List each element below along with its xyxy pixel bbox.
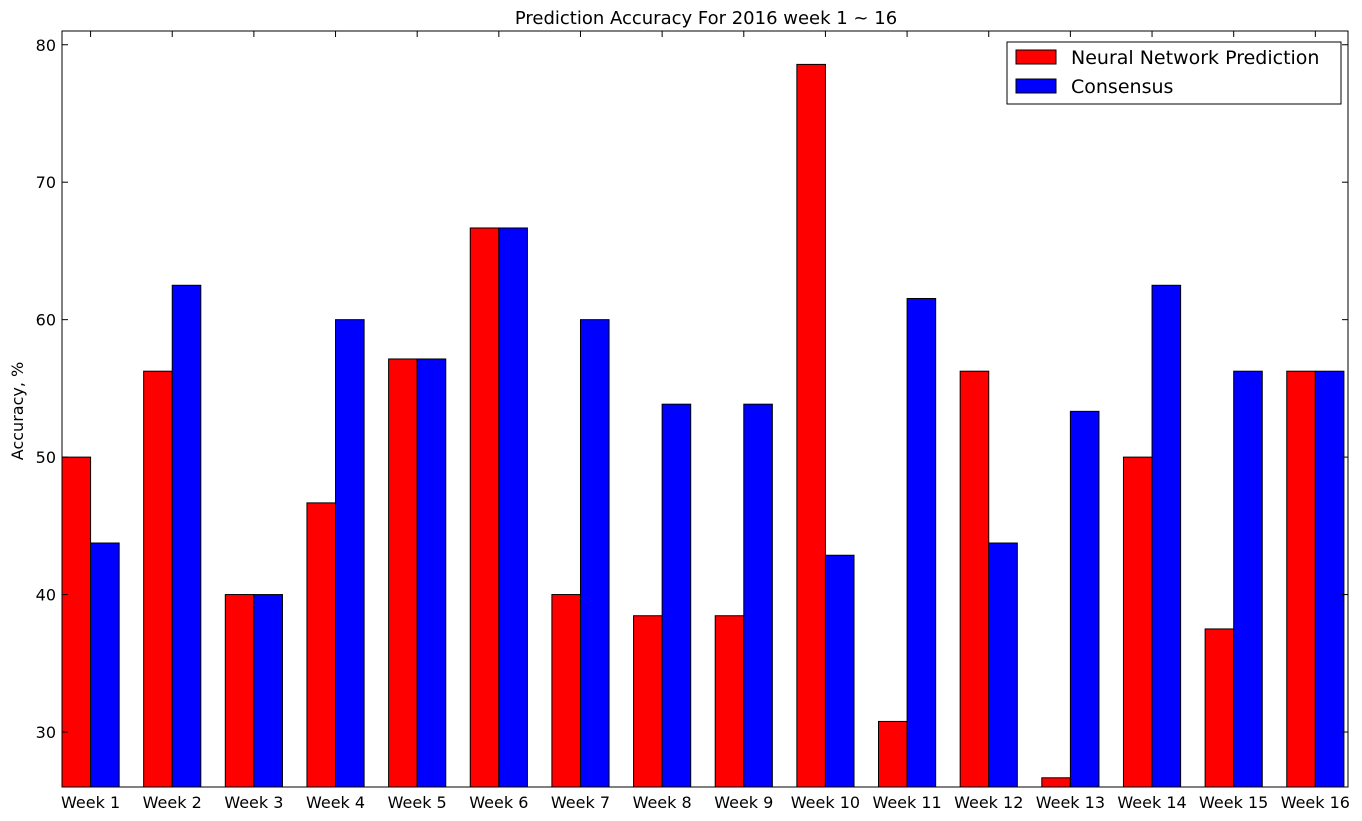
y-tick-label: 40 [36, 586, 56, 605]
bar-consensus-week-10 [824, 554, 855, 788]
x-tick-label: Week 16 [1281, 793, 1350, 812]
y-tick-label: 30 [36, 723, 56, 742]
bar-neural-network-week-3 [224, 594, 255, 788]
y-tick-label: 60 [36, 311, 56, 330]
bar-neural-network-week-5 [388, 358, 418, 788]
bar-consensus-week-1 [90, 542, 120, 788]
bar-neural-network-week-6 [469, 227, 500, 788]
bar-neural-network-week-11 [878, 720, 908, 788]
bar-consensus-week-15 [1233, 370, 1263, 788]
bar-consensus-week-3 [253, 594, 283, 788]
x-tick-label: Week 10 [791, 793, 860, 812]
legend: Neural Network Prediction Consensus [1006, 41, 1342, 105]
x-tick-label: Week 7 [551, 793, 610, 812]
y-axis-label: Accuracy, % [8, 362, 27, 460]
bar-neural-network-week-1 [61, 456, 92, 788]
bars-layer [61, 63, 1345, 788]
bar-neural-network-week-14 [1122, 456, 1153, 788]
bar-consensus-week-16 [1314, 370, 1345, 788]
ticks-layer: Week 1 Week 2 Week 3 Week 4 Week 5 Week 6 Week… [36, 31, 1350, 812]
bar-consensus-week-6 [498, 227, 528, 788]
bar-neural-network-week-8 [633, 615, 663, 788]
x-tick-label: Week 14 [1117, 793, 1186, 812]
bar-consensus-week-14 [1151, 284, 1182, 788]
bar-consensus-week-2 [171, 284, 202, 788]
bar-consensus-week-11 [906, 297, 937, 788]
bar-consensus-week-9 [743, 403, 773, 788]
x-tick-label: Week 15 [1199, 793, 1268, 812]
bar-consensus-week-7 [579, 319, 610, 788]
plot-area-frame [61, 30, 1349, 788]
x-tick-label: Week 12 [954, 793, 1023, 812]
bar-neural-network-week-13 [1041, 777, 1071, 788]
y-tick-label: 70 [36, 173, 56, 192]
x-tick-label: Week 6 [469, 793, 528, 812]
legend-swatch-neural-network [1015, 49, 1057, 65]
bar-neural-network-week-15 [1204, 628, 1235, 788]
chart-title: Prediction Accuracy For 2016 week 1 ~ 16 [515, 8, 897, 29]
x-tick-label: Week 11 [872, 793, 941, 812]
x-tick-label: Week 13 [1036, 793, 1105, 812]
y-tick-label: 80 [36, 36, 56, 55]
bar-neural-network-week-10 [796, 63, 826, 788]
bar-neural-network-week-7 [551, 594, 581, 788]
bar-neural-network-week-4 [306, 502, 337, 788]
x-tick-label: Week 2 [143, 793, 202, 812]
bar-neural-network-week-16 [1286, 370, 1316, 788]
legend-swatch-consensus [1015, 78, 1057, 94]
bar-neural-network-week-12 [959, 370, 990, 788]
y-tick-label: 50 [36, 448, 56, 467]
x-tick-label: Week 8 [633, 793, 692, 812]
bar-consensus-week-12 [988, 542, 1018, 788]
bar-consensus-week-13 [1069, 410, 1100, 788]
legend-label-consensus: Consensus [1071, 76, 1173, 98]
bar-consensus-week-4 [335, 319, 365, 788]
x-tick-label: Week 9 [714, 793, 773, 812]
legend-box [1006, 41, 1342, 105]
bar-neural-network-week-2 [143, 370, 173, 788]
legend-label-neural-network: Neural Network Prediction [1071, 47, 1319, 69]
x-tick-label: Week 3 [224, 793, 283, 812]
bar-consensus-week-5 [416, 358, 447, 788]
bar-neural-network-week-9 [714, 615, 745, 788]
x-tick-label: Week 4 [306, 793, 365, 812]
x-tick-label: Week 5 [388, 793, 447, 812]
x-tick-label: Week 1 [61, 793, 120, 812]
bar-consensus-week-8 [661, 403, 692, 788]
